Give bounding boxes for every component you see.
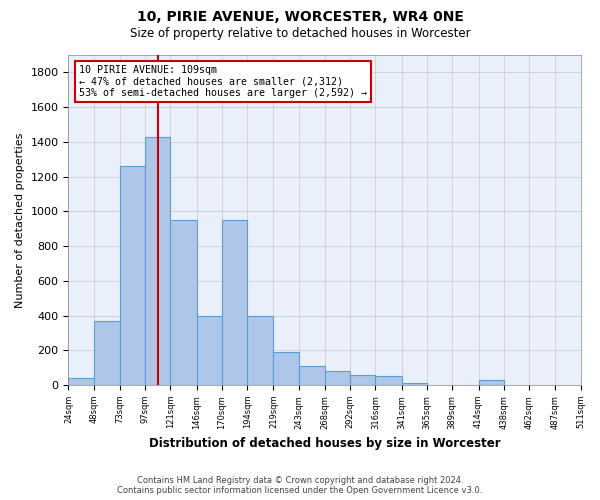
- Bar: [68, 378, 94, 385]
- Bar: [274, 352, 299, 385]
- Bar: [402, 384, 427, 385]
- Bar: [197, 316, 222, 385]
- Bar: [581, 380, 600, 385]
- Bar: [350, 374, 376, 385]
- Bar: [170, 220, 197, 385]
- Text: 10 PIRIE AVENUE: 109sqm
← 47% of detached houses are smaller (2,312)
53% of semi: 10 PIRIE AVENUE: 109sqm ← 47% of detache…: [79, 65, 367, 98]
- Bar: [222, 220, 247, 385]
- Bar: [94, 321, 120, 385]
- Bar: [376, 376, 402, 385]
- Y-axis label: Number of detached properties: Number of detached properties: [15, 132, 25, 308]
- Text: Contains HM Land Registry data © Crown copyright and database right 2024.
Contai: Contains HM Land Registry data © Crown c…: [118, 476, 482, 495]
- Bar: [247, 316, 274, 385]
- Text: 10, PIRIE AVENUE, WORCESTER, WR4 0NE: 10, PIRIE AVENUE, WORCESTER, WR4 0NE: [137, 10, 463, 24]
- Bar: [479, 380, 504, 385]
- Bar: [325, 371, 350, 385]
- Bar: [145, 136, 170, 385]
- Bar: [120, 166, 145, 385]
- X-axis label: Distribution of detached houses by size in Worcester: Distribution of detached houses by size …: [149, 437, 500, 450]
- Bar: [299, 366, 325, 385]
- Text: Size of property relative to detached houses in Worcester: Size of property relative to detached ho…: [130, 28, 470, 40]
